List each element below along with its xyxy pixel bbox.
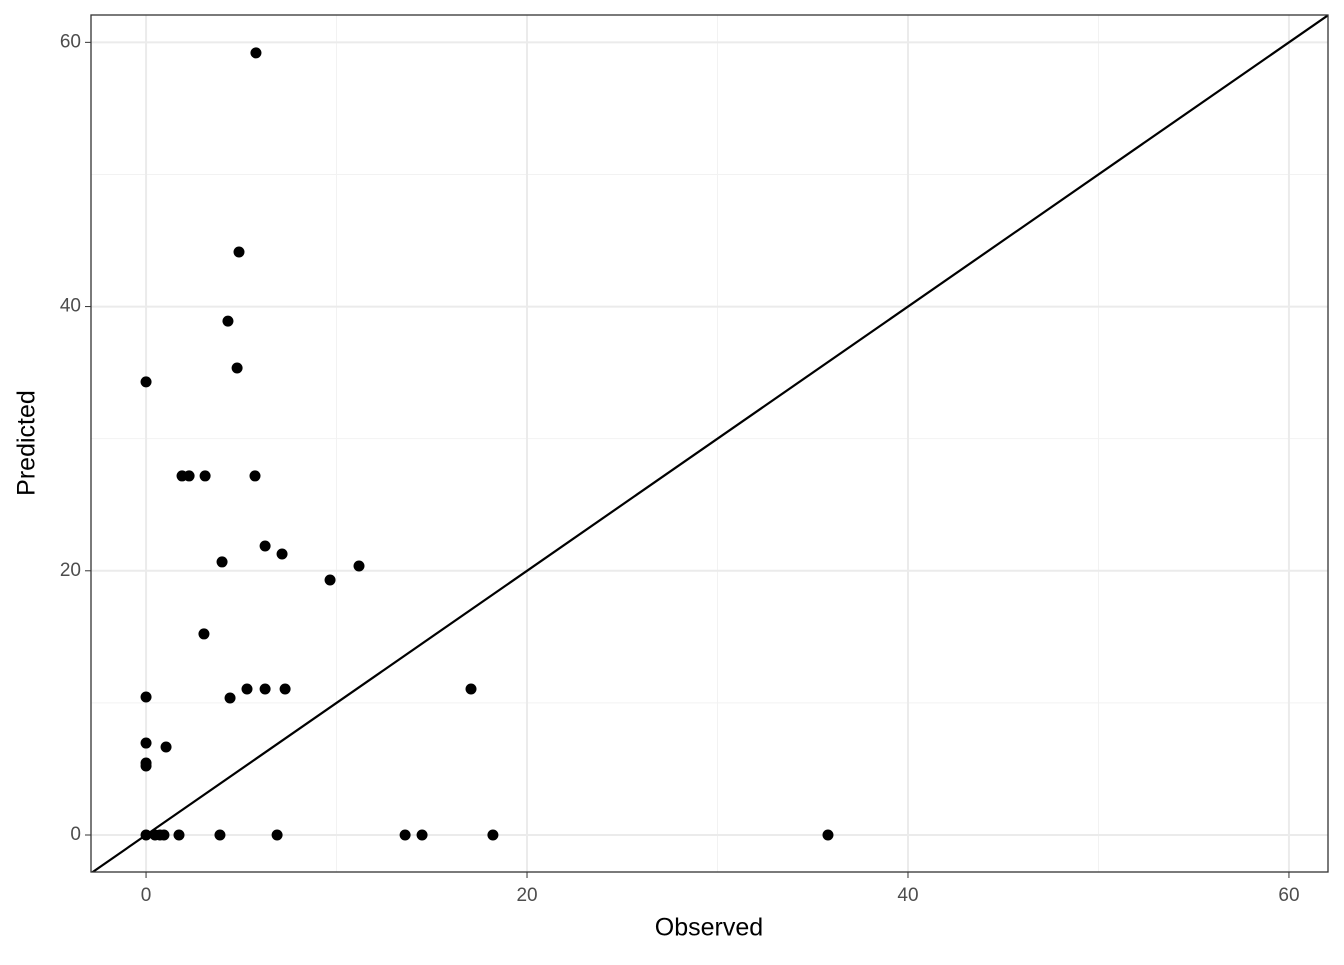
y-tick-label: 40 <box>60 296 81 317</box>
point <box>216 556 228 568</box>
point <box>259 540 271 552</box>
point <box>158 829 170 841</box>
point <box>279 683 291 695</box>
point <box>140 829 152 841</box>
point <box>259 683 271 695</box>
point <box>487 829 499 841</box>
y-tick-label: 20 <box>60 560 81 581</box>
point <box>214 829 226 841</box>
point <box>233 246 245 258</box>
x-tick-label: 0 <box>141 885 152 906</box>
panel-border <box>90 14 1329 873</box>
point <box>140 737 152 749</box>
point <box>140 376 152 388</box>
point <box>198 628 210 640</box>
point <box>222 315 234 327</box>
point <box>224 692 236 704</box>
point <box>465 683 477 695</box>
reference-line <box>91 15 1328 872</box>
x-tick-label: 40 <box>897 885 918 906</box>
point <box>173 829 185 841</box>
point <box>160 741 172 753</box>
point <box>399 829 411 841</box>
point <box>416 829 428 841</box>
point <box>199 470 211 482</box>
y-tick-label: 0 <box>70 824 81 845</box>
x-axis-label: Observed <box>655 914 763 942</box>
point <box>183 470 195 482</box>
point <box>822 829 834 841</box>
point <box>249 470 261 482</box>
point <box>231 362 243 374</box>
point <box>250 47 262 59</box>
point <box>140 691 152 703</box>
point <box>324 574 336 586</box>
point <box>140 760 152 772</box>
y-tick-label: 60 <box>60 31 81 52</box>
point <box>271 829 283 841</box>
point <box>353 560 365 572</box>
point <box>241 683 253 695</box>
point <box>276 548 288 560</box>
x-tick-label: 60 <box>1278 885 1299 906</box>
x-tick-label: 20 <box>516 885 537 906</box>
y-axis-label: Predicted <box>13 390 41 496</box>
